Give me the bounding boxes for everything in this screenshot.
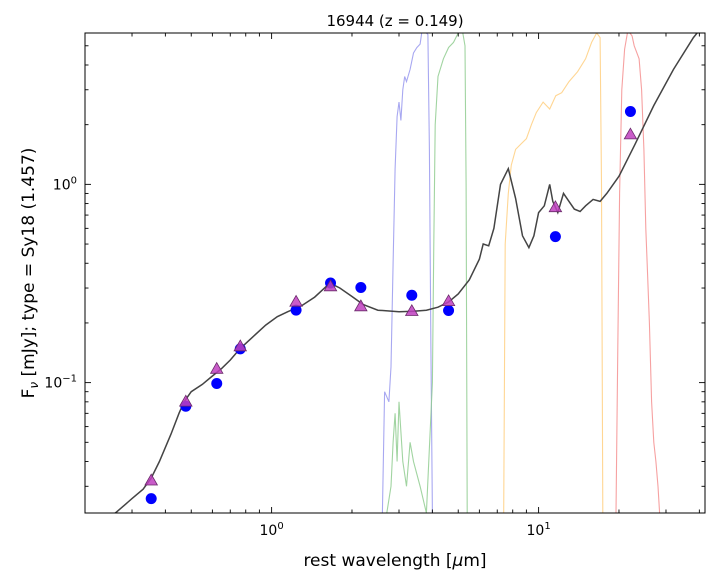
model-point-2 — [178, 394, 193, 407]
filter-curve-3 — [503, 33, 604, 513]
model-point-5 — [289, 294, 303, 307]
model-point-3 — [209, 361, 224, 374]
model-point-4 — [233, 339, 248, 352]
model-point-10 — [548, 200, 563, 213]
y-tick-labels: 10−1 100 — [44, 175, 77, 391]
model-point-1 — [144, 473, 159, 486]
observed-point-5 — [290, 304, 302, 316]
model-point-11 — [623, 127, 638, 140]
filter-curve-4 — [615, 33, 661, 513]
y-tick-label-2: 100 — [53, 175, 77, 193]
x-tick-label-2: 101 — [526, 521, 550, 539]
plot-background — [85, 33, 705, 513]
x-tick-labels: 100 101 — [260, 521, 551, 539]
chart-title: 16944 (z = 0.149) — [326, 12, 463, 30]
x-axis-label: rest wavelength [μm] — [303, 551, 486, 571]
y-tick-label-1: 10−1 — [44, 374, 77, 392]
model-point-7 — [354, 299, 368, 312]
x-tick-label-1: 100 — [260, 521, 284, 539]
model-point-6 — [323, 279, 338, 292]
observed-point-3 — [211, 377, 223, 389]
observed-point-10 — [549, 231, 561, 243]
plot-frame — [84, 32, 706, 514]
observed-point-9 — [443, 305, 455, 317]
observed-point-11 — [624, 106, 636, 118]
model-point-9 — [441, 294, 456, 307]
observed-point-8 — [406, 289, 418, 301]
filter-curve-2 — [386, 33, 468, 513]
observed-point-1 — [145, 493, 157, 505]
observed-point-7 — [355, 281, 367, 293]
model-photometry-points — [144, 127, 638, 486]
model-point-8 — [404, 304, 419, 316]
y-axis-label: Fν [mJy]; type = Sy18 (1.457) — [19, 148, 41, 399]
